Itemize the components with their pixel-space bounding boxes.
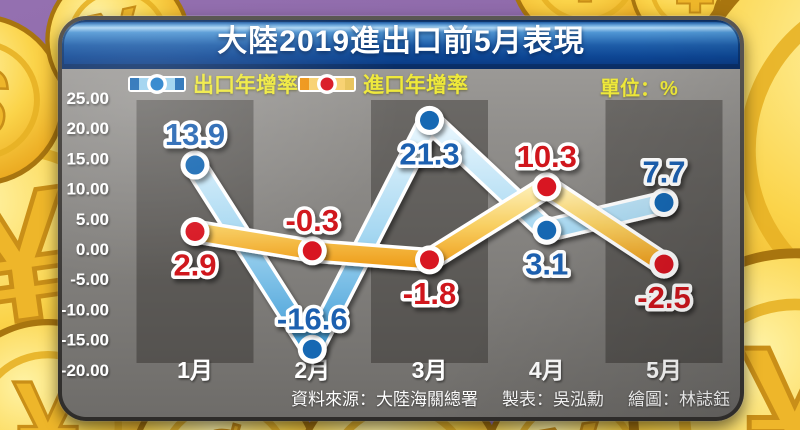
chart-area: 25.00 20.00 15.00 10.00 5.00 0.00 -5.00 -10.00 -… bbox=[62, 89, 723, 383]
data-point-marker bbox=[532, 172, 562, 202]
import-line-marker-icon bbox=[298, 74, 356, 94]
data-point-marker bbox=[297, 334, 327, 364]
export-line-marker-icon bbox=[128, 74, 186, 94]
data-value-label: 7.7 bbox=[642, 154, 685, 189]
data-point-marker bbox=[297, 236, 327, 266]
y-axis-tick-label: 10.00 bbox=[66, 180, 109, 199]
y-axis-tick-label: -5.00 bbox=[70, 270, 109, 289]
data-value-label: 2.9 bbox=[173, 247, 216, 282]
data-value-label: 10.3 bbox=[517, 139, 577, 174]
data-point-marker bbox=[180, 216, 210, 246]
data-value-label: 13.9 bbox=[165, 117, 225, 152]
legend: 出口年增率 進口年增率 單位：% bbox=[62, 69, 740, 101]
x-axis-month-label: 4月 bbox=[529, 357, 565, 383]
data-point-marker bbox=[532, 215, 562, 245]
data-value-label: 21.3 bbox=[399, 136, 459, 171]
data-point-marker bbox=[180, 150, 210, 180]
data-value-label: -1.8 bbox=[403, 276, 456, 311]
x-axis-month-label: 3月 bbox=[412, 357, 448, 383]
legend-item-export: 出口年增率 bbox=[128, 69, 298, 99]
y-axis-tick-label: 0.00 bbox=[76, 240, 109, 259]
y-axis-tick-label: 25.00 bbox=[66, 89, 109, 108]
data-value-label: -16.6 bbox=[277, 301, 348, 336]
x-axis-month-label: 5月 bbox=[646, 357, 682, 383]
y-axis-tick-label: 5.00 bbox=[76, 210, 109, 229]
data-source: 資料來源：大陸海關總署 bbox=[291, 390, 478, 409]
data-value-label: 3.1 bbox=[525, 246, 568, 281]
data-point-marker bbox=[649, 249, 679, 279]
data-point-marker bbox=[415, 105, 444, 135]
x-axis-month-label: 1月 bbox=[177, 357, 213, 383]
footer-credits: 資料來源：大陸海關總署 製表：吳泓勳 繪圖：林誌鈺 bbox=[291, 385, 730, 410]
y-axis-tick-label: -10.00 bbox=[62, 300, 109, 319]
x-axis: 1月 2月 3月 4月 5月 bbox=[177, 357, 682, 383]
unit-label: 單位：% bbox=[600, 78, 678, 100]
title-banner: 大陸2019進出口前5月表現 bbox=[62, 20, 740, 69]
y-axis: 25.00 20.00 15.00 10.00 5.00 0.00 -5.00 -10.00 -… bbox=[62, 89, 109, 380]
data-point-marker bbox=[415, 245, 444, 275]
data-value-label: -2.5 bbox=[637, 280, 690, 315]
page-title: 大陸2019進出口前5月表現 bbox=[217, 25, 585, 58]
data-point-marker bbox=[649, 187, 679, 217]
y-axis-tick-label: 15.00 bbox=[66, 149, 109, 168]
legend-item-import: 進口年增率 bbox=[298, 69, 468, 99]
legend-import-label: 進口年增率 bbox=[363, 74, 468, 97]
y-axis-tick-label: 20.00 bbox=[66, 119, 109, 138]
chart-panel: 25.00 20.00 15.00 10.00 5.00 0.00 -5.00 -10.00 -… bbox=[62, 20, 740, 417]
legend-export-label: 出口年增率 bbox=[193, 74, 298, 97]
y-axis-tick-label: -15.00 bbox=[62, 331, 109, 350]
infographic-panel: 25.00 20.00 15.00 10.00 5.00 0.00 -5.00 -10.00 -… bbox=[58, 16, 744, 421]
data-value-label: -0.3 bbox=[286, 203, 339, 238]
table-by: 製表：吳泓勳 bbox=[502, 390, 604, 409]
y-axis-tick-label: -20.00 bbox=[62, 361, 109, 380]
drawn-by: 繪圖：林誌鈺 bbox=[628, 390, 730, 409]
